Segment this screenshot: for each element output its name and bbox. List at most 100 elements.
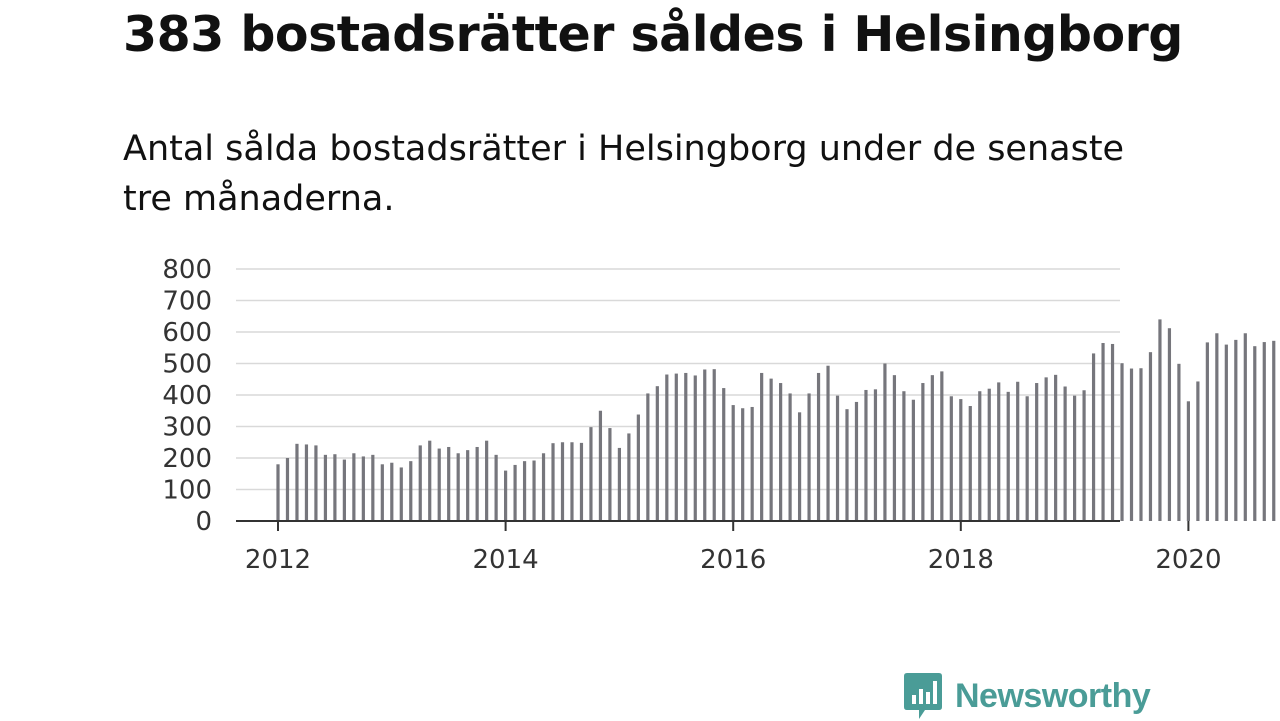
bar [911, 399, 915, 521]
y-tick-label-800: 800 [162, 255, 212, 285]
bar [1129, 368, 1134, 521]
bar [428, 440, 432, 521]
bar [409, 461, 413, 521]
bar [276, 464, 280, 521]
bar [883, 363, 887, 521]
bar [1101, 343, 1105, 521]
bar [1016, 381, 1020, 521]
bar [845, 409, 849, 521]
bar [997, 382, 1001, 521]
bar [475, 446, 479, 521]
bar [1006, 391, 1010, 521]
bar [437, 448, 441, 521]
newsworthy-logo: Newsworthy [903, 671, 1151, 721]
bar [494, 454, 498, 521]
bar [380, 464, 384, 521]
bar [1110, 343, 1115, 521]
bar [959, 399, 963, 521]
bar [570, 442, 574, 521]
bar [371, 454, 375, 521]
bar [1234, 339, 1238, 522]
bar [390, 462, 394, 521]
bar [418, 445, 422, 521]
bar [560, 442, 565, 521]
bar [930, 375, 934, 521]
bar [760, 372, 764, 521]
bar [1091, 353, 1096, 521]
bar [1224, 344, 1228, 521]
bar [1196, 381, 1200, 521]
y-tick-label-400: 400 [162, 381, 212, 411]
bar [1120, 363, 1124, 521]
grid-lines [236, 268, 1120, 491]
bar [722, 388, 726, 521]
bar [1205, 342, 1209, 521]
bar [788, 393, 792, 521]
bar [456, 453, 460, 521]
bar [835, 395, 840, 521]
bar [466, 450, 470, 522]
y-tick-label-500: 500 [162, 350, 212, 380]
y-tick-label-100: 100 [162, 476, 212, 506]
bar [295, 443, 299, 521]
bar [693, 375, 697, 521]
bar [1262, 342, 1266, 521]
bar [949, 396, 953, 521]
bar [816, 372, 821, 521]
bar [1158, 319, 1162, 521]
bar [1044, 377, 1048, 521]
bar [873, 389, 878, 521]
bar [1186, 401, 1190, 521]
bar [665, 374, 669, 521]
bar [627, 433, 631, 521]
bar [1177, 363, 1181, 521]
bar [826, 365, 830, 521]
bar [598, 410, 603, 521]
y-tick-label-200: 200 [162, 444, 212, 474]
bar [1073, 395, 1077, 521]
newsworthy-logo-icon [904, 673, 942, 719]
bar [1054, 374, 1058, 521]
x-tick-label-2020: 2020 [1155, 545, 1221, 575]
bar [1148, 352, 1153, 521]
chart-subtitle: Antal sålda bostadsrätter i Helsingborg … [123, 129, 1125, 219]
bar [589, 427, 593, 521]
bar [674, 373, 678, 521]
bar [304, 444, 309, 521]
bar [447, 446, 451, 521]
bar [532, 460, 536, 521]
bar [646, 393, 650, 521]
bar [285, 458, 290, 521]
x-tick-label-2012: 2012 [245, 545, 311, 575]
bar [1215, 333, 1219, 521]
bar [854, 401, 859, 521]
bar [608, 428, 612, 521]
bar [864, 389, 868, 521]
bars [276, 319, 1276, 522]
bar [399, 467, 403, 521]
bar [352, 453, 356, 521]
bar [1243, 333, 1247, 521]
bar [323, 454, 328, 521]
bar [314, 445, 318, 521]
bar [1025, 396, 1029, 521]
bar [579, 442, 584, 521]
bar [333, 454, 337, 521]
bar [1063, 386, 1067, 521]
bar [504, 470, 508, 521]
bar [807, 393, 811, 521]
x-tick-label-2014: 2014 [473, 545, 539, 575]
bar [797, 412, 802, 521]
y-tick-label-0: 0 [195, 507, 212, 537]
bar [892, 375, 897, 521]
bar [485, 440, 489, 521]
bar [342, 459, 346, 521]
bar [712, 369, 716, 521]
y-tick-label-600: 600 [162, 318, 212, 348]
bar [684, 372, 688, 521]
newsworthy-logo-text: Newsworthy [955, 676, 1151, 715]
bar [741, 408, 745, 521]
bar [703, 369, 707, 521]
x-axis-ticks: 20122014201620182020202220242026 [245, 521, 1221, 575]
